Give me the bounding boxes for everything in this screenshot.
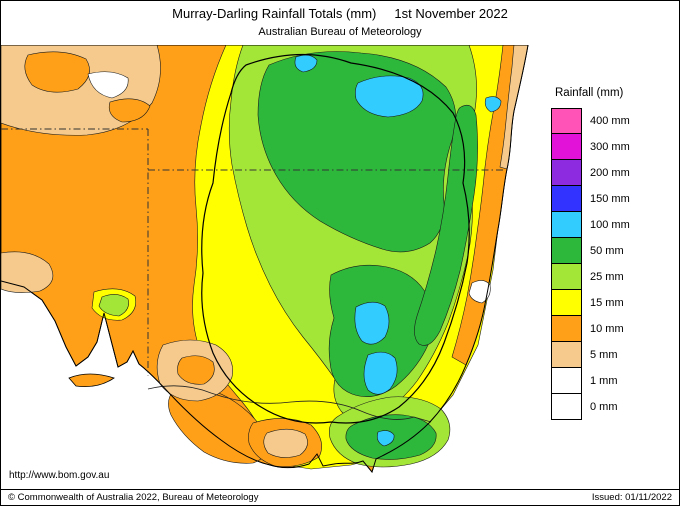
legend: Rainfall (mm) 400 mm 300 mm 200 mm 150 m… <box>551 87 677 420</box>
legend-swatch-150mm <box>551 185 582 212</box>
legend-row: 200 mm <box>551 159 677 186</box>
page-subtitle: Australian Bureau of Meteorology <box>258 26 422 38</box>
header: Murray-Darling Rainfall Totals (mm) 1st N… <box>1 6 679 38</box>
rain-region-10mm-core <box>177 355 215 385</box>
legend-row: 1 mm <box>551 367 677 394</box>
map-date: 1st November 2022 <box>394 6 508 21</box>
legend-label: 100 mm <box>590 219 630 231</box>
legend-swatch-300mm <box>551 133 582 160</box>
coastline <box>1 45 529 474</box>
legend-row: 15 mm <box>551 289 677 316</box>
legend-title: Rainfall (mm) <box>555 87 624 99</box>
legend-row: 300 mm <box>551 133 677 160</box>
legend-swatch-0mm <box>551 393 582 420</box>
footer-copyright: © Commonwealth of Australia 2022, Bureau… <box>8 492 259 503</box>
rain-region-1mm-coast <box>468 280 491 304</box>
legend-row: 150 mm <box>551 185 677 212</box>
legend-label: 5 mm <box>590 349 618 361</box>
legend-row: 5 mm <box>551 341 677 368</box>
state-border-dashed <box>1 128 503 376</box>
page-title: Murray-Darling Rainfall Totals (mm) <box>172 6 377 21</box>
legend-label: 10 mm <box>590 323 624 335</box>
legend-label: 150 mm <box>590 193 630 205</box>
legend-scale: 400 mm 300 mm 200 mm 150 mm 100 mm 50 mm… <box>551 108 677 420</box>
footer-issued: Issued: 01/11/2022 <box>591 492 672 503</box>
legend-swatch-5mm <box>551 341 582 368</box>
rain-region-1mm <box>87 71 129 99</box>
footer-bar: © Commonwealth of Australia 2022, Bureau… <box>1 489 679 505</box>
legend-label: 0 mm <box>590 401 618 413</box>
basin-outline <box>201 53 470 424</box>
legend-swatch-200mm <box>551 159 582 186</box>
legend-row: 50 mm <box>551 237 677 264</box>
legend-label: 50 mm <box>590 245 624 257</box>
rain-region-25mm-spot <box>98 294 129 317</box>
rainfall-map <box>1 45 529 474</box>
rain-region-10mm-spots <box>24 51 151 123</box>
legend-label: 200 mm <box>590 167 630 179</box>
legend-label: 400 mm <box>590 115 630 127</box>
legend-swatch-10mm <box>551 315 582 342</box>
legend-swatch-100mm <box>551 211 582 238</box>
kangaroo-island <box>68 373 115 388</box>
legend-swatch-1mm <box>551 367 582 394</box>
legend-swatch-400mm <box>551 108 582 135</box>
legend-row: 25 mm <box>551 263 677 290</box>
legend-row: 0 mm <box>551 393 677 420</box>
bom-url-label: http://www.bom.gov.au <box>9 470 110 481</box>
legend-label: 1 mm <box>590 375 618 387</box>
legend-swatch-15mm <box>551 289 582 316</box>
legend-label: 15 mm <box>590 297 624 309</box>
legend-row: 100 mm <box>551 211 677 238</box>
legend-swatch-25mm <box>551 263 582 290</box>
legend-swatch-50mm <box>551 237 582 264</box>
legend-row: 400 mm <box>551 108 677 135</box>
legend-label: 25 mm <box>590 271 624 283</box>
rain-region-100mm <box>294 54 502 447</box>
legend-label: 300 mm <box>590 141 630 153</box>
legend-row: 10 mm <box>551 315 677 342</box>
